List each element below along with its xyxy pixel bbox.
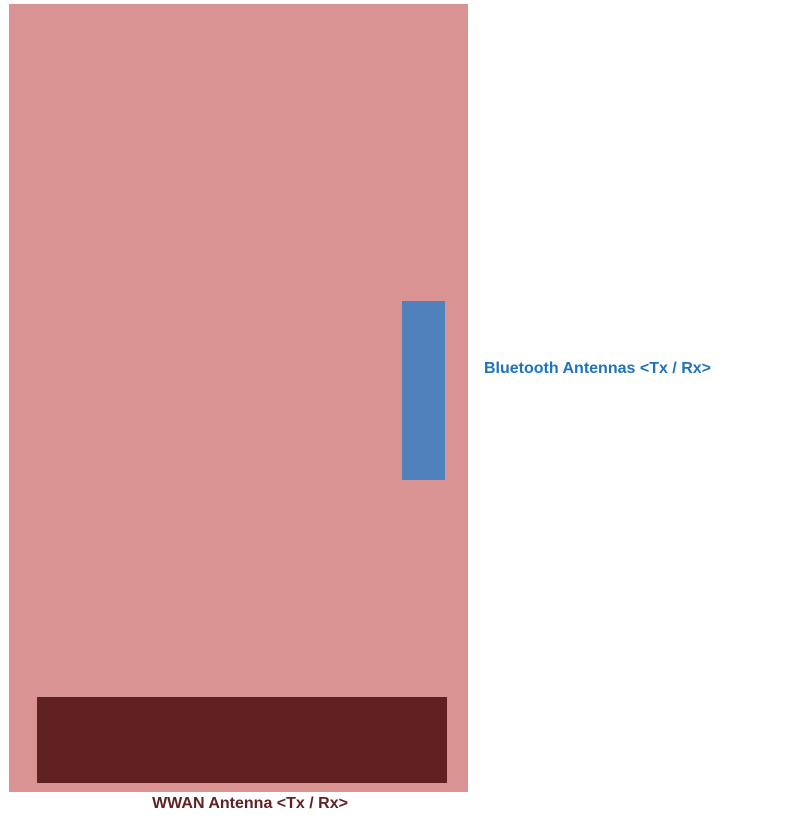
wwan-antenna-label: WWAN Antenna <Tx / Rx>	[152, 795, 348, 812]
wwan-antenna-area	[37, 697, 447, 783]
bluetooth-antenna-label: Bluetooth Antennas <Tx / Rx>	[484, 360, 711, 377]
device-body	[9, 4, 468, 792]
bluetooth-antenna-area	[402, 301, 445, 480]
